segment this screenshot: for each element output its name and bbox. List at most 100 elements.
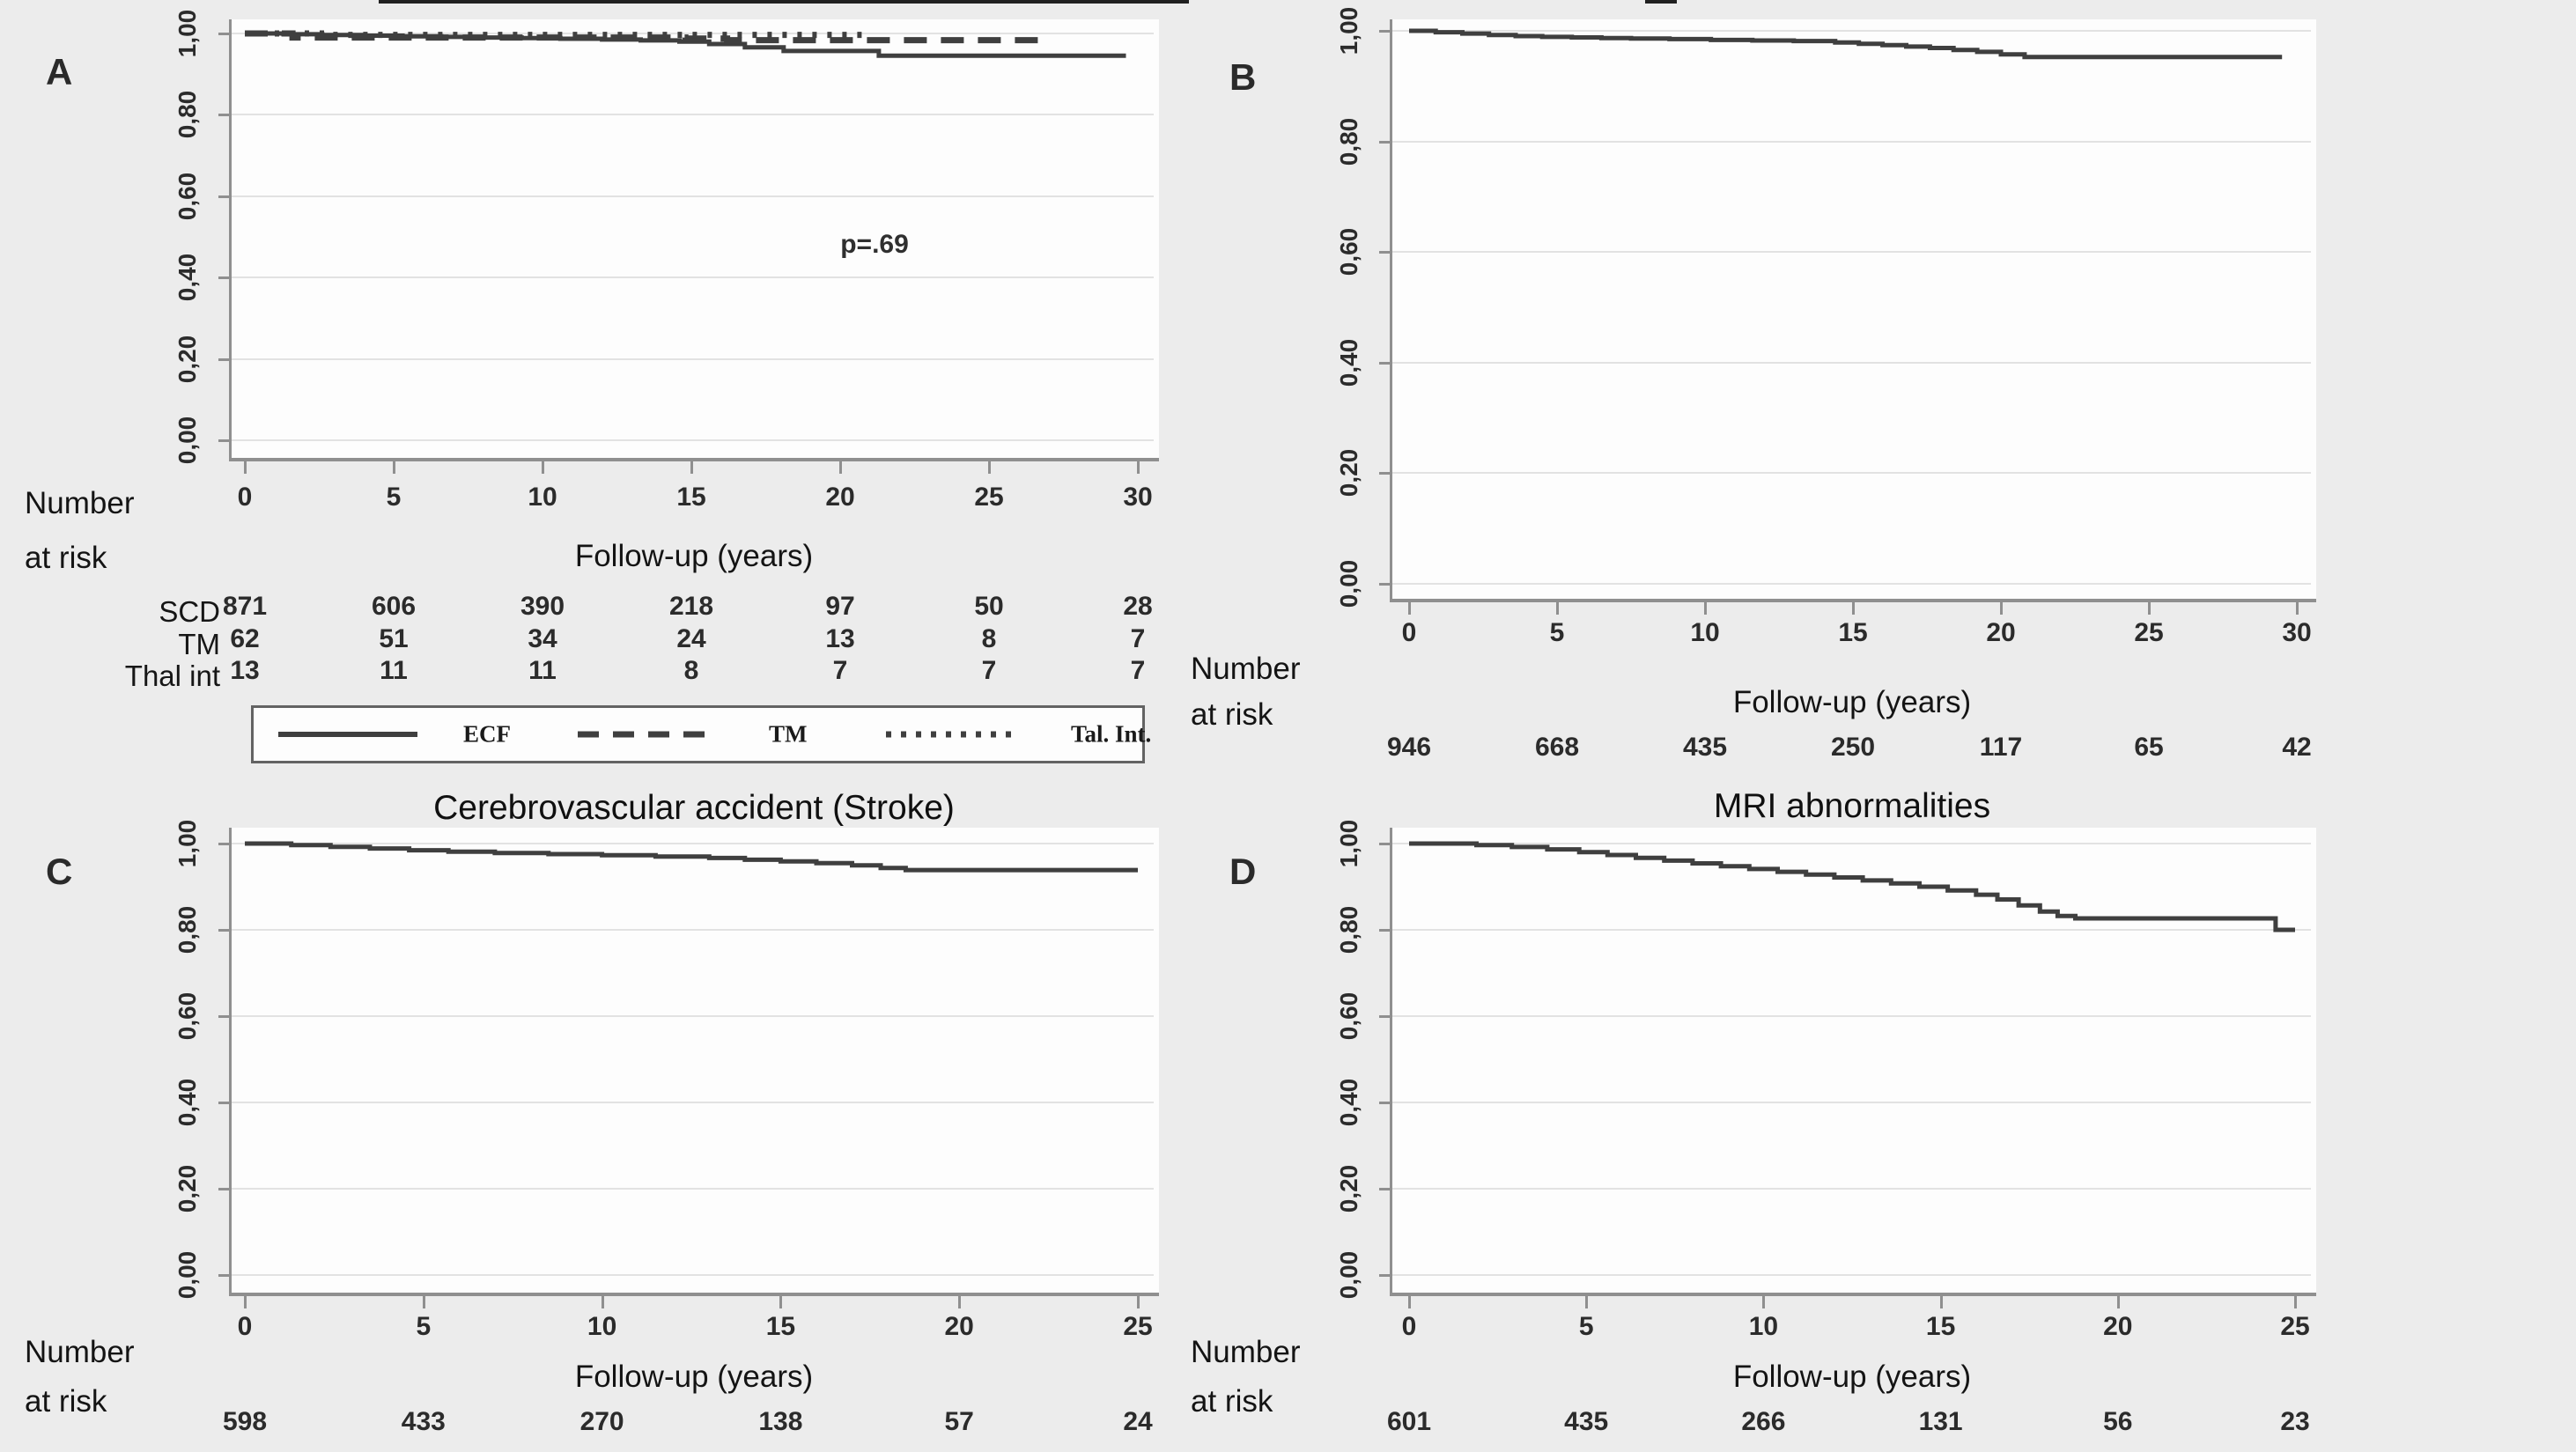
- x-tick: [1137, 1296, 1140, 1308]
- risk-value: 24: [676, 624, 706, 653]
- panel-b-number-at-risk-line1: Number: [1191, 652, 1301, 686]
- y-tick-label: 0,40: [173, 1078, 201, 1127]
- gridline: [1390, 1102, 2311, 1103]
- y-tick: [1379, 472, 1390, 475]
- y-tick: [218, 114, 229, 117]
- y-tick: [1379, 843, 1390, 845]
- risk-value: 28: [1123, 592, 1153, 621]
- gridline: [229, 276, 1154, 279]
- y-tick-label: 0,60: [1335, 991, 1362, 1041]
- x-tick-label: 10: [528, 483, 557, 512]
- gridline: [1390, 140, 2311, 143]
- x-tick-label: 0: [237, 1312, 253, 1341]
- y-tick: [218, 1188, 229, 1190]
- gridline: [1390, 472, 2311, 475]
- y-tick-label: 0,80: [1335, 117, 1362, 166]
- y-tick-label: 1,00: [173, 819, 201, 868]
- y-axis-line: [1390, 19, 1392, 602]
- x-tick: [1137, 461, 1140, 474]
- x-tick: [2294, 1296, 2297, 1308]
- y-tick: [1379, 1015, 1390, 1018]
- legend-dotted-line-icon: [886, 731, 1020, 738]
- risk-value: 435: [1682, 733, 1728, 762]
- y-tick-label: 0,00: [173, 1250, 201, 1300]
- risk-value: 13: [230, 656, 260, 685]
- x-tick-label: 5: [416, 1312, 432, 1341]
- x-tick-label: 5: [1549, 618, 1565, 647]
- plot-area: [1390, 19, 2316, 602]
- gridline: [1390, 929, 2311, 931]
- risk-value: 668: [1534, 733, 1580, 762]
- panel-a-number-at-risk-line1: Number: [25, 486, 135, 520]
- panel-c-number-at-risk-line1: Number: [25, 1335, 135, 1369]
- x-tick: [690, 461, 693, 474]
- risk-value: 51: [379, 624, 409, 653]
- y-tick: [1379, 251, 1390, 254]
- risk-value: 56: [2103, 1407, 2133, 1436]
- y-tick-label: 0,00: [1335, 1250, 1362, 1300]
- risk-value: 24: [1123, 1407, 1153, 1436]
- x-tick-label: 25: [1123, 1312, 1153, 1341]
- panel-d-number-at-risk-line1: Number: [1191, 1335, 1301, 1369]
- y-tick: [218, 33, 229, 35]
- y-axis-line: [229, 19, 232, 461]
- x-axis-line: [1390, 599, 2316, 602]
- x-tick-label: 25: [974, 483, 1004, 512]
- y-tick-label: 0,00: [1335, 559, 1362, 608]
- legend-dashed-line-icon: [578, 731, 715, 738]
- risk-value: 11: [380, 656, 408, 685]
- panel-d-label: D: [1229, 851, 1257, 892]
- risk-value: 266: [1741, 1407, 1786, 1436]
- x-tick-label: 30: [2282, 618, 2312, 647]
- top-edge-artifact-small: [1645, 0, 1677, 4]
- panel-d-number-at-risk-line2: at risk: [1191, 1384, 1273, 1419]
- gridline: [229, 33, 1154, 34]
- risk-value: 7: [981, 656, 997, 685]
- gridline: [229, 1188, 1154, 1190]
- y-tick: [1379, 929, 1390, 932]
- risk-value: 606: [371, 592, 417, 621]
- x-axis-line: [229, 458, 1159, 461]
- x-tick: [1408, 1296, 1411, 1308]
- y-tick-label: 0,40: [1335, 338, 1362, 387]
- x-tick: [601, 1296, 604, 1308]
- risk-value: 50: [974, 592, 1004, 621]
- y-tick-label: 0,80: [173, 905, 201, 954]
- y-tick-label: 0,60: [1335, 227, 1362, 276]
- x-tick: [542, 461, 544, 474]
- x-tick: [1704, 602, 1707, 615]
- legend-label-ecf: ECF: [463, 720, 511, 748]
- x-tick-label: 5: [386, 483, 402, 512]
- y-tick: [1379, 583, 1390, 586]
- x-tick: [2000, 602, 2003, 615]
- x-tick: [1585, 1296, 1589, 1308]
- risk-value: 117: [1979, 733, 2023, 762]
- x-tick-label: 20: [2103, 1312, 2133, 1341]
- risk-value: 218: [668, 592, 714, 621]
- y-axis-line: [229, 828, 232, 1296]
- x-tick: [958, 1296, 962, 1308]
- x-tick-label: 0: [1401, 618, 1417, 647]
- panel-c-title: Cerebrovascular accident (Stroke): [433, 789, 955, 827]
- y-tick-label: 0,60: [173, 172, 201, 221]
- x-tick-label: 10: [1748, 1312, 1779, 1341]
- y-tick-label: 0,40: [1335, 1078, 1362, 1127]
- gridline: [1390, 843, 2311, 844]
- panel-d-title: MRI abnormalities: [1713, 787, 1991, 825]
- x-tick-label: 25: [2280, 1312, 2310, 1341]
- x-tick: [1939, 1296, 1943, 1308]
- y-tick-label: 1,00: [173, 9, 201, 58]
- risk-row-label-thal-int: Thal int: [124, 660, 220, 692]
- y-tick: [218, 439, 229, 442]
- panel-b-number-at-risk-line2: at risk: [1191, 697, 1273, 732]
- y-tick-label: 1,00: [1335, 6, 1362, 55]
- risk-value: 8: [981, 624, 997, 653]
- risk-value: 42: [2282, 733, 2312, 762]
- p-value-annotation: p=.69: [840, 230, 909, 259]
- top-edge-artifact: [379, 0, 1189, 4]
- y-tick: [218, 1102, 229, 1104]
- x-tick: [244, 461, 247, 474]
- risk-value: 131: [1918, 1407, 1963, 1436]
- risk-value: 946: [1386, 733, 1432, 762]
- risk-value: 598: [222, 1407, 268, 1436]
